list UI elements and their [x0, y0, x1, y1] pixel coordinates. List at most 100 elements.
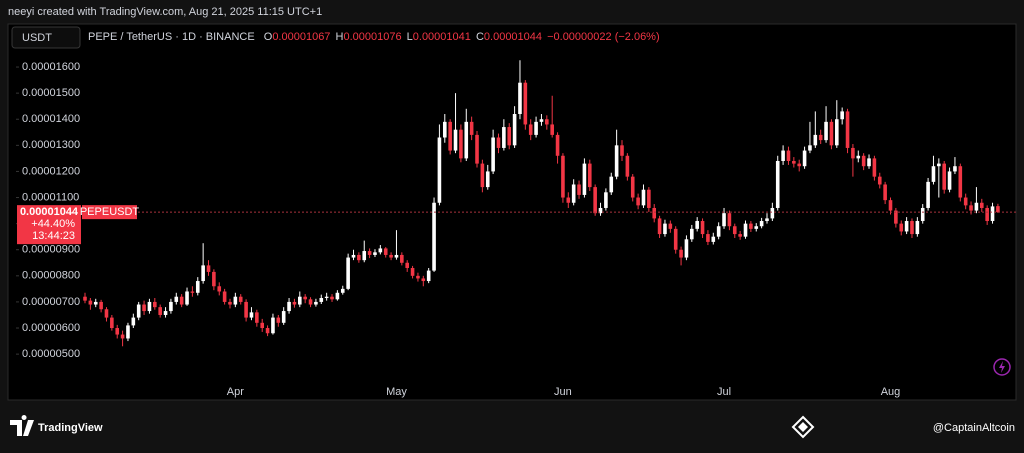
watermark: @CaptainAltcoin [933, 422, 1015, 434]
x-tick-label: Apr [227, 386, 244, 398]
candle-body [577, 184, 581, 195]
candle-body [233, 296, 238, 305]
candle-body [99, 301, 103, 310]
candle-body [298, 296, 302, 305]
candle-body [217, 286, 222, 292]
candle-body [464, 121, 469, 159]
candle-body [931, 166, 936, 182]
candle-body [93, 301, 98, 305]
y-tick-label: 0.00001100 [22, 191, 79, 203]
candle-body [561, 155, 565, 198]
candle-body [620, 145, 624, 156]
y-tick-label: 0.00001500 [22, 87, 80, 99]
candle-body [926, 181, 930, 208]
candle-body [378, 248, 383, 253]
candle-body [539, 119, 544, 122]
candle-body [448, 121, 452, 151]
candle-body [679, 249, 683, 258]
attribution: neeyi created with TradingView.com, Aug … [8, 6, 322, 18]
candle-body [153, 301, 157, 308]
candle-body [630, 176, 635, 198]
candle-body [947, 171, 952, 190]
candle-body [147, 301, 152, 312]
candle-body [894, 210, 898, 224]
candle-body [722, 213, 726, 227]
candle-body [781, 150, 785, 161]
candle-body [373, 252, 377, 255]
candle-body [636, 197, 640, 206]
diamond-core [798, 422, 808, 432]
candle-body [292, 301, 297, 305]
symbol: PEPE / TetherUS · 1D · BINANCE [88, 31, 255, 43]
candle-body [706, 234, 710, 242]
candle-body [845, 111, 850, 148]
candle-body [405, 262, 409, 268]
candle-body [663, 223, 667, 235]
candle-body [357, 254, 361, 261]
candle-body [614, 145, 619, 177]
y-tick-label: 0.00001200 [22, 165, 80, 177]
candle-body [437, 137, 442, 203]
candle-body [389, 254, 393, 258]
y-tick-label: 0.00001600 [22, 61, 80, 73]
candle-body [179, 296, 184, 305]
candle-body [695, 221, 699, 229]
plot: 0.00000500 0.00000600 0.00000700 0.00000800… [16, 60, 1016, 398]
candle-body [308, 299, 313, 305]
candle-body [749, 223, 753, 229]
candle-body [158, 307, 162, 315]
candle-body [276, 317, 281, 323]
y-tick-label: 0.00001300 [22, 139, 80, 151]
candle-body [904, 221, 909, 232]
diamond [791, 415, 815, 439]
candle-body [340, 288, 345, 293]
candle-body [566, 197, 571, 203]
candle-body [727, 213, 732, 227]
candle-body [303, 296, 307, 300]
tv-mark [10, 415, 34, 436]
candle-body [979, 202, 984, 208]
candle-body [818, 134, 823, 141]
candle-body [829, 121, 834, 146]
candle-body [346, 257, 350, 289]
candle-body [716, 226, 721, 237]
candle-body [888, 200, 893, 211]
ohlc-key: H [336, 31, 344, 43]
candle-body [228, 301, 232, 305]
candle-body [792, 160, 796, 164]
candle-body [571, 184, 576, 203]
candle-body [512, 114, 517, 146]
candle-body [813, 134, 818, 146]
alert-icon[interactable] [993, 358, 1011, 376]
y-tick-label: 0.00000800 [22, 270, 80, 282]
ohlc-key: C [476, 31, 484, 43]
candle-body [480, 163, 485, 188]
candle-body [190, 291, 195, 293]
price-label-box [17, 205, 81, 245]
candle-body [491, 137, 495, 172]
candle-body [910, 221, 914, 235]
candle-body [185, 291, 189, 305]
x-tick-label: May [386, 386, 407, 398]
candle-body [115, 328, 120, 335]
candle-body [700, 221, 705, 235]
candle-body [421, 278, 426, 282]
candle-body [690, 228, 694, 240]
candle-body [485, 171, 490, 188]
ohlc-key: O [264, 31, 273, 43]
candle-body [775, 160, 780, 208]
candle-body [367, 251, 372, 255]
ticker-tag-label: PEPEUSDT [80, 206, 140, 218]
candle-body [131, 317, 136, 326]
change: −0.00000022 (−2.06%) [547, 31, 660, 43]
candle-body [110, 317, 114, 329]
currency-button[interactable] [11, 26, 81, 49]
candle-body [163, 311, 168, 315]
candle-body [877, 176, 882, 185]
y-tick-label: 0.00000500 [22, 348, 80, 360]
candle-body [287, 301, 291, 312]
candle-body [872, 158, 877, 177]
candle-body [861, 155, 866, 167]
x-tick-label: Jul [717, 386, 731, 398]
